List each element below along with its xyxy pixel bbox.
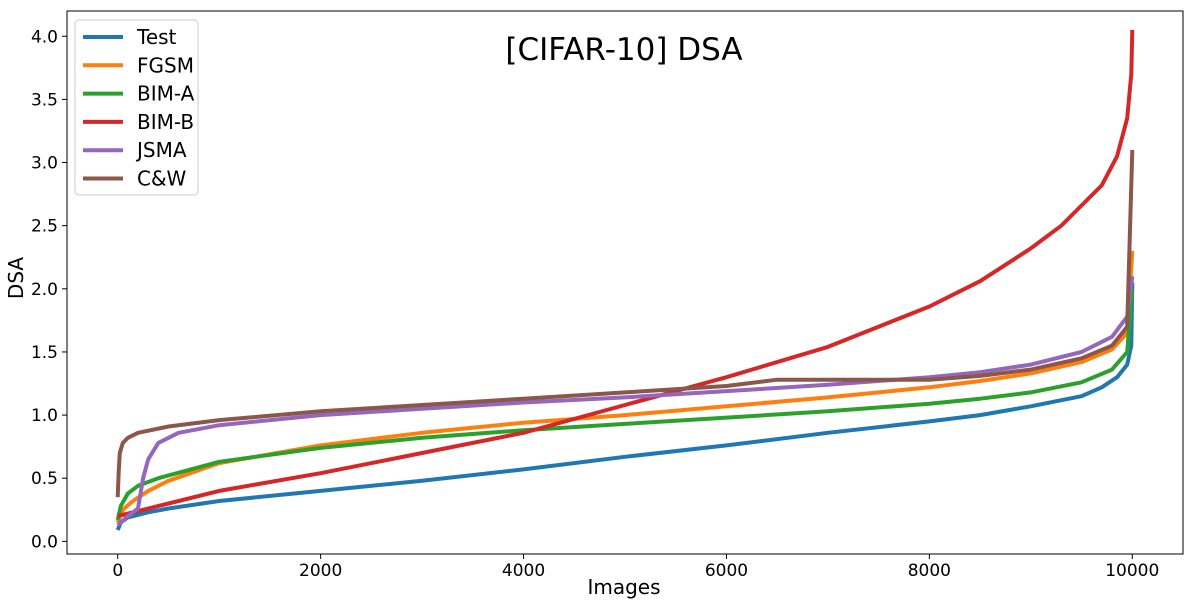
legend-label: JSMA [135,138,187,162]
legend-label: Test [136,25,177,49]
y-tick-label: 4.0 [31,27,58,47]
series-line-bim-b [117,29,1135,519]
legend-label: BIM-B [137,110,194,134]
series-line-bim-a [115,288,1135,521]
y-tick-label: 2.0 [31,280,58,300]
y-axis-label: DSA [4,257,28,299]
y-tick-label: 3.5 [31,90,58,110]
series-line-fgsm [115,250,1135,524]
series-line-jsma [116,275,1135,527]
y-tick-label: 3.0 [31,154,58,174]
y-tick-label: 2.5 [31,217,58,237]
chart-title: [CIFAR-10] DSA [505,32,742,68]
y-tick-label: 0.0 [31,532,58,552]
x-tick-label: 4000 [502,561,545,581]
x-tick-label: 8000 [908,561,951,581]
legend-label: FGSM [137,53,194,77]
plot-frame [66,10,1184,555]
y-tick-label: 1.0 [31,406,58,426]
y-axis-ticks: 0.0 0.5 1.0 1.5 2.0 2.5 3.0 3.5 4.0 [31,27,67,552]
y-tick-label: 0.5 [31,469,58,489]
x-axis-label: Images [587,575,660,599]
series-lines [115,29,1135,531]
x-tick-label: 6000 [705,561,748,581]
x-axis-ticks: 0 2000 4000 6000 8000 10000 [112,554,1159,581]
x-tick-label: 2000 [299,561,342,581]
x-tick-label: 0 [112,561,123,581]
series-line-c-w [115,149,1135,498]
series-line-test [115,282,1135,531]
legend-label: BIM-A [137,82,195,106]
legend-label: C&W [137,167,187,191]
y-tick-label: 1.5 [31,343,58,363]
legend: Test FGSM BIM-A BIM-B JSMA C&W [74,19,199,196]
x-tick-label: 10000 [1105,561,1159,581]
